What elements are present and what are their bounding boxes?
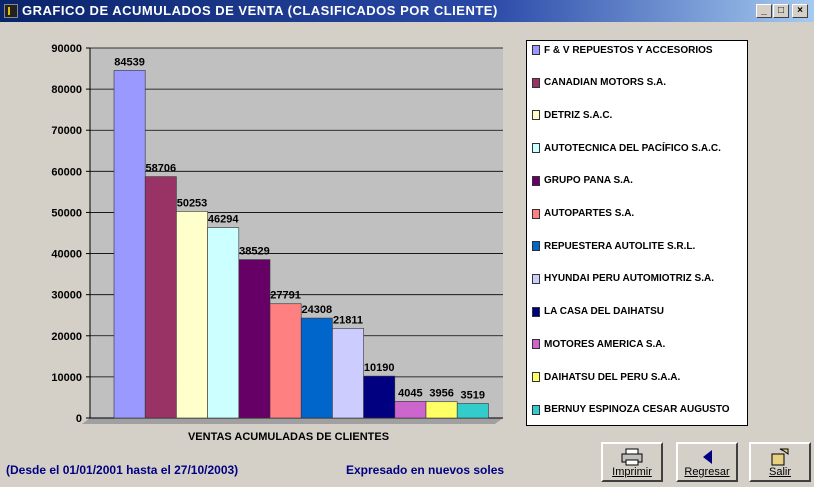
exit-button-label: Salir [768, 466, 791, 478]
legend-item: BERNUY ESPINOZA CESAR AUGUSTO [532, 403, 730, 417]
bar [300, 317, 333, 419]
legend-swatch [532, 175, 540, 186]
legend-label: F & V REPUESTOS Y ACCESORIOS [544, 44, 713, 56]
y-tick-label: 90000 [51, 43, 82, 55]
bar-value-label: 58706 [146, 163, 177, 175]
exit-door-icon [771, 448, 789, 466]
y-tick-label: 80000 [51, 84, 82, 96]
bar-value-label: 24308 [302, 304, 333, 316]
legend-label: REPUESTERA AUTOLITE S.R.L. [544, 240, 696, 252]
date-range-text: (Desde el 01/01/2001 hasta el 27/10/2003… [6, 463, 239, 477]
sales-bar-chart: 0 10000 20000 30000 40000 50000 60000 70000 8000… [51, 43, 503, 443]
close-button[interactable]: × [792, 4, 808, 18]
bar-value-label: 84539 [114, 56, 145, 68]
legend-swatch [532, 339, 540, 350]
y-tick-label: 40000 [51, 249, 82, 261]
bar-value-label: 46294 [208, 214, 239, 226]
y-tick-label: 50000 [51, 207, 82, 219]
legend-label: MOTORES AMERICA S.A. [544, 338, 666, 350]
x-axis-title: VENTAS ACUMULADAS DE CLIENTES [188, 431, 389, 443]
legend-label: DAIHATSU DEL PERU S.A.A. [544, 371, 681, 383]
legend-swatch [532, 77, 540, 88]
legend-item: DETRIZ S.A.C. [532, 108, 612, 122]
legend-label: HYUNDAI PERU AUTOMIOTRIZ S.A. [544, 273, 715, 285]
y-tick-label: 20000 [51, 331, 82, 343]
minimize-button[interactable]: _ [756, 4, 772, 18]
bar [113, 70, 146, 419]
legend-label: AUTOTECNICA DEL PACÍFICO S.A.C. [544, 142, 721, 154]
legend-item: AUTOTECNICA DEL PACÍFICO S.A.C. [532, 141, 721, 155]
bar-value-label: 21811 [333, 314, 363, 326]
legend-swatch [532, 372, 540, 382]
y-tick-label: 60000 [51, 166, 82, 178]
legend-item: GRUPO PANA S.A. [532, 174, 633, 188]
maximize-button[interactable]: □ [773, 4, 789, 18]
legend-label: LA CASA DEL DAIHATSU [544, 306, 664, 318]
y-tick-label: 0 [76, 413, 82, 425]
legend-label: CANADIAN MOTORS S.A. [544, 77, 667, 89]
printer-icon [621, 448, 643, 466]
y-tick-label: 10000 [51, 372, 82, 384]
bar-value-label: 38529 [239, 246, 270, 258]
legend-label: DETRIZ S.A.C. [544, 109, 613, 121]
legend-item: MOTORES AMERICA S.A. [532, 337, 665, 351]
bar-value-label: 50253 [177, 197, 208, 209]
bar-value-label: 4045 [398, 387, 422, 399]
bar-value-label: 10190 [364, 362, 395, 374]
legend-item: LA CASA DEL DAIHATSU [532, 305, 664, 319]
bar [332, 328, 364, 419]
y-tick-label: 30000 [51, 290, 82, 302]
chart-legend: F & V REPUESTOS Y ACCESORIOS CANADIAN MOT… [526, 40, 748, 426]
legend-item: HYUNDAI PERU AUTOMIOTRIZ S.A. [532, 272, 714, 286]
bar [144, 176, 177, 419]
left-arrow-icon [703, 450, 712, 464]
bar-value-label: 3519 [461, 390, 485, 402]
legend-swatch [532, 143, 540, 154]
legend-item: REPUESTERA AUTOLITE S.R.L. [532, 239, 695, 253]
bar [238, 259, 271, 419]
legend-swatch [532, 241, 540, 252]
legend-label: AUTOPARTES S.A. [544, 208, 635, 219]
legend-label: BERNUY ESPINOZA CESAR AUGUSTO [544, 404, 730, 416]
legend-item: AUTOPARTES S.A. [532, 207, 634, 221]
bar-value-label: 27791 [270, 290, 301, 302]
legend-label: GRUPO PANA S.A. [544, 175, 633, 187]
plot-floor [82, 418, 503, 424]
bar [269, 303, 302, 419]
print-button[interactable]: Imprimir [601, 442, 663, 482]
legend-swatch [532, 45, 540, 55]
legend-swatch [532, 404, 540, 415]
bar [425, 401, 458, 419]
legend-swatch [532, 306, 540, 317]
print-button-label: Imprimir [612, 466, 652, 478]
bar-value-label: 3956 [429, 388, 453, 400]
window-title: GRAFICO DE ACUMULADOS DE VENTA (CLASIFIC… [22, 3, 498, 18]
currency-note: Expresado en nuevos soles [346, 463, 505, 477]
legend-item: F & V REPUESTOS Y ACCESORIOS [532, 43, 713, 57]
legend-swatch [532, 273, 540, 284]
bar [207, 227, 240, 419]
exit-button[interactable]: Salir [749, 442, 811, 482]
bar [394, 401, 427, 419]
app-icon [4, 4, 18, 18]
legend-swatch [532, 110, 540, 121]
back-button[interactable]: Regresar [676, 442, 738, 482]
y-tick-label: 70000 [51, 125, 82, 137]
bar [363, 375, 396, 419]
legend-swatch [532, 208, 540, 219]
bar [456, 403, 489, 419]
bar [176, 211, 208, 419]
title-bar: GRAFICO DE ACUMULADOS DE VENTA (CLASIFIC… [0, 0, 814, 22]
legend-item: DAIHATSU DEL PERU S.A.A. [532, 370, 680, 384]
legend-item: CANADIAN MOTORS S.A. [532, 76, 666, 90]
back-button-label: Regresar [684, 466, 730, 478]
